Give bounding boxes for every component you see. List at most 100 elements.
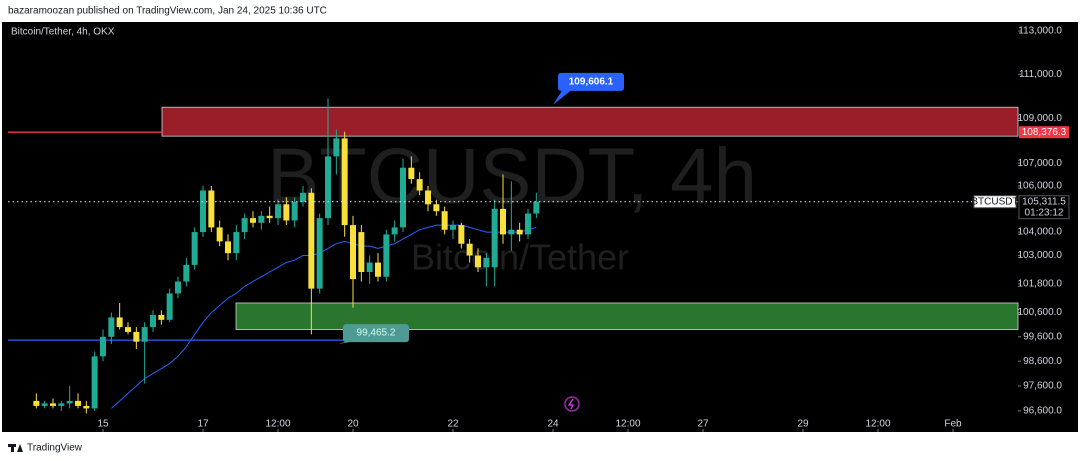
candle-body — [250, 218, 256, 223]
callout-box — [343, 324, 409, 343]
candle-body — [191, 232, 198, 265]
x-tick-label: 29 — [797, 419, 809, 430]
candle-body — [425, 190, 431, 205]
symbol-tag-label: BTCUSDT — [971, 196, 1018, 207]
candle-body — [183, 264, 190, 282]
candle-body — [483, 257, 490, 268]
ema-line — [111, 224, 537, 409]
x-tick-label: 12:00 — [615, 419, 640, 430]
callout-pointer — [553, 88, 573, 105]
candle-body — [300, 192, 306, 202]
candle-body — [116, 317, 123, 328]
callout-label: 99,465.2 — [357, 328, 396, 339]
logo-part — [17, 444, 23, 452]
y-tick-label: 96,600.0 — [1023, 406, 1062, 417]
candle-body — [283, 204, 290, 221]
y-tick-label: 106,000.0 — [1018, 181, 1063, 192]
y-tick-label: 100,600.0 — [1018, 307, 1063, 318]
candle-body — [508, 229, 515, 235]
candle-body — [308, 192, 315, 289]
y-tick-label: 101,800.0 — [1018, 279, 1063, 290]
candle-body — [50, 403, 56, 406]
candle-body — [33, 400, 40, 406]
candle-body — [66, 400, 73, 404]
price-tag-label: 105,311.5 — [1022, 196, 1066, 207]
candle-body — [375, 262, 381, 277]
candle-body — [383, 234, 390, 277]
candle-body — [233, 232, 240, 254]
candle-body — [241, 218, 248, 233]
candle-body — [158, 315, 165, 320]
x-tick-label: 15 — [97, 419, 109, 430]
candle-body — [450, 225, 456, 230]
candle-body — [500, 208, 506, 235]
y-tick-label: 109,000.0 — [1018, 113, 1063, 124]
y-tick-label: 97,600.0 — [1023, 381, 1062, 392]
level-tag — [1019, 126, 1069, 139]
x-tick-label: 22 — [447, 419, 459, 430]
x-tick-label: 20 — [347, 419, 359, 430]
symbol-label: Bitcoin/Tether, 4h, OKX — [11, 27, 115, 38]
y-tick-label: 107,000.0 — [1018, 158, 1063, 169]
countdown: 01:23:12 — [1025, 207, 1064, 218]
candle-body — [108, 317, 115, 337]
candle-body — [275, 204, 281, 219]
footer-brand: TradingView — [27, 443, 83, 454]
candle-body — [333, 138, 340, 157]
candle-body — [133, 331, 140, 342]
candle-body — [58, 403, 65, 406]
candle-body — [516, 229, 523, 235]
level-tag-label: 108,376.3 — [1022, 127, 1067, 138]
y-tick-label: 98,600.0 — [1023, 356, 1062, 367]
candle-body — [91, 356, 98, 409]
candle-body — [83, 405, 90, 409]
x-tick-label: 12:00 — [865, 419, 890, 430]
candle-body — [266, 215, 273, 219]
candle-body — [458, 225, 465, 244]
y-tick-label: 99,600.0 — [1023, 331, 1062, 342]
event-icon[interactable] — [564, 396, 580, 412]
y-tick-label: 104,000.0 — [1018, 227, 1063, 238]
candle-body — [141, 327, 148, 342]
symbol-tag — [973, 195, 1017, 209]
watermark-title: BTCUSDT, 4h — [267, 132, 757, 220]
candle-body — [466, 243, 473, 256]
x-tick-label: 17 — [197, 419, 209, 430]
x-tick-label: 24 — [547, 419, 559, 430]
candle-body — [41, 403, 48, 406]
candle-body — [175, 281, 181, 294]
chart-bg — [2, 22, 1078, 432]
candle-body — [416, 179, 423, 191]
candle-body — [533, 201, 540, 214]
logo-part — [11, 444, 14, 452]
candle-body — [291, 201, 298, 221]
footer-logo — [8, 444, 23, 452]
candle-body — [200, 190, 206, 233]
callout-label: 109,606.1 — [569, 77, 614, 88]
zone — [161, 106, 1019, 137]
candle-body — [316, 218, 323, 289]
candle-body — [441, 211, 448, 230]
candle-body — [525, 213, 531, 235]
candle-body — [475, 255, 481, 268]
x-tick-label: Feb — [944, 419, 962, 430]
x-tick-label: 12:00 — [265, 419, 290, 430]
candle-body — [325, 156, 331, 219]
candle-body — [491, 208, 498, 268]
candle-body — [341, 138, 348, 226]
x-tick-label: 27 — [697, 419, 709, 430]
candle-body — [208, 190, 215, 228]
candle-body — [125, 327, 131, 332]
watermark-sub: Bitcoin/Tether — [411, 237, 629, 278]
callout-box — [558, 72, 624, 91]
price-tag — [1018, 195, 1070, 220]
y-tick-label: 111,000.0 — [1019, 69, 1062, 80]
watermark: BTCUSDT, 4h Bitcoin/Tether — [267, 132, 757, 278]
candle-body — [225, 241, 231, 254]
candle-body — [358, 232, 365, 273]
candle-body — [166, 293, 173, 320]
y-tick-label: 103,000.0 — [1018, 250, 1063, 261]
candle-body — [366, 262, 373, 273]
candle-body — [100, 336, 106, 357]
